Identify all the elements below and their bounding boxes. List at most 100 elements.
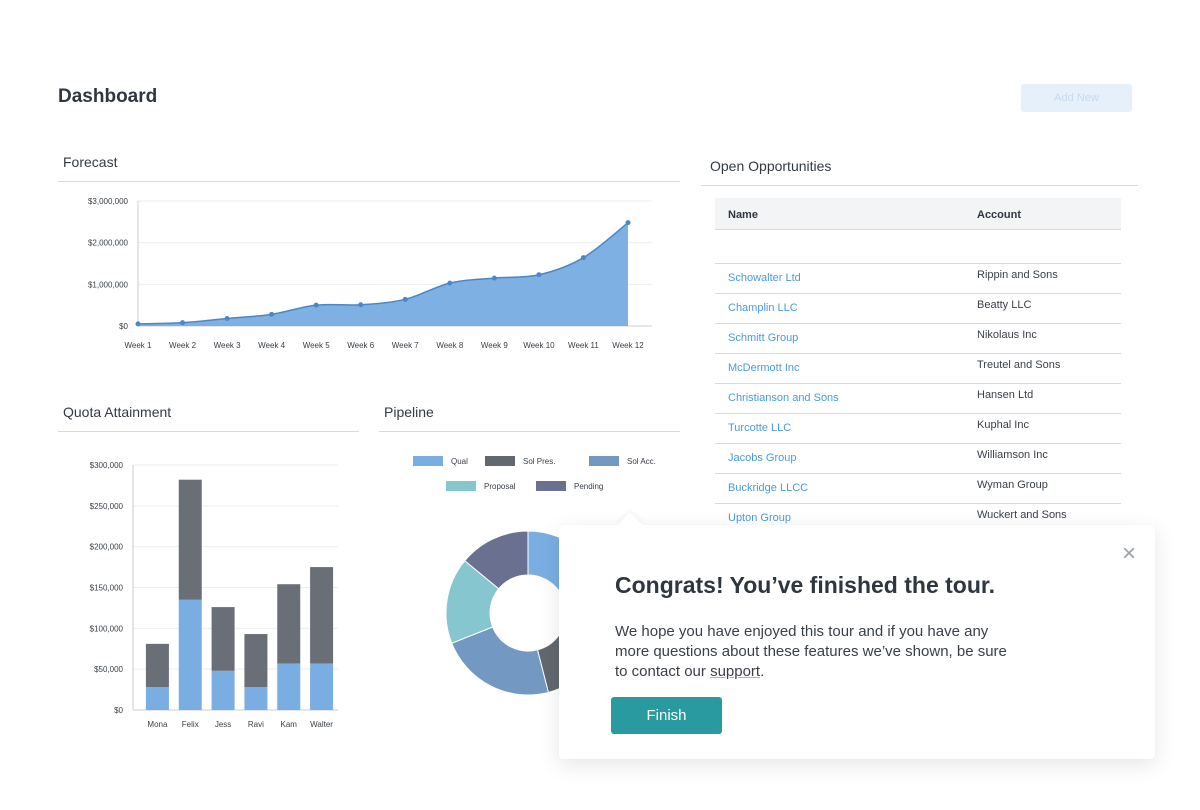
x-tick-label: Felix — [182, 720, 199, 729]
y-tick-label: $300,000 — [90, 461, 124, 470]
data-point — [180, 320, 186, 326]
forecast-title: Forecast — [63, 154, 118, 170]
opportunities-title: Open Opportunities — [710, 158, 832, 174]
forecast-area — [138, 222, 628, 326]
tour-body: We hope you have enjoyed this tour and i… — [615, 622, 1085, 682]
y-tick-label: $1,000,000 — [88, 280, 129, 289]
data-point — [269, 311, 275, 317]
data-point — [491, 275, 497, 281]
bar-segment — [310, 663, 334, 710]
finish-button[interactable]: Finish — [611, 697, 722, 734]
bar-segment — [244, 634, 268, 688]
data-point — [447, 280, 453, 286]
legend-label: Qual — [451, 457, 468, 466]
legend-label: Pending — [574, 482, 603, 491]
page-title: Dashboard — [58, 86, 158, 107]
bar-segment — [178, 599, 202, 710]
y-tick-label: $50,000 — [94, 665, 123, 674]
opportunity-account: Hansen Ltd — [977, 389, 1034, 401]
quota-title: Quota Attainment — [63, 404, 172, 420]
opportunity-account: Wuckert and Sons — [977, 509, 1067, 521]
legend-swatch — [446, 481, 476, 491]
x-tick-label: Week 3 — [214, 341, 242, 350]
opportunity-name-link[interactable]: Upton Group — [728, 512, 791, 524]
y-tick-label: $250,000 — [90, 502, 124, 511]
x-tick-label: Week 11 — [568, 341, 599, 350]
opportunity-account: Williamson Inc — [977, 449, 1048, 461]
bar-segment — [310, 567, 334, 664]
support-link[interactable]: support — [710, 663, 761, 680]
opportunity-name-link[interactable]: McDermott Inc — [728, 362, 800, 374]
tour-body-line-3-text: to contact our — [615, 663, 711, 680]
forecast-line — [137, 222, 629, 325]
tour-body-line-3: to contact our support. — [615, 662, 1085, 682]
forecast-divider — [58, 181, 680, 182]
data-point — [580, 255, 586, 261]
column-header-name: Name — [728, 209, 758, 221]
y-tick-label: $100,000 — [90, 624, 124, 633]
y-tick-label: $2,000,000 — [88, 239, 129, 248]
bar-segment — [211, 607, 235, 671]
tour-title: Congrats! You’ve finished the tour. — [615, 572, 995, 598]
opportunity-name-link[interactable]: Champlin LLC — [728, 302, 798, 314]
x-tick-label: Week 10 — [523, 341, 555, 350]
table-row: Christianson and Sons Hansen Ltd — [715, 383, 1121, 413]
x-tick-label: Week 7 — [392, 341, 420, 350]
tour-body-period: . — [760, 663, 765, 680]
x-tick-label: Week 6 — [347, 341, 375, 350]
y-tick-label: $3,000,000 — [88, 197, 129, 206]
x-tick-label: Jess — [215, 720, 231, 729]
y-tick-label: $150,000 — [90, 584, 124, 593]
y-tick-label: $0 — [119, 322, 128, 331]
pipeline-divider — [379, 431, 680, 432]
data-point — [358, 302, 364, 308]
table-row: Schmitt Group Nikolaus Inc — [715, 323, 1121, 353]
donut-slice — [451, 626, 550, 696]
close-icon[interactable]: × — [1121, 540, 1136, 567]
x-tick-label: Ravi — [248, 720, 264, 729]
table-row: Jacobs Group Williamson Inc — [715, 443, 1121, 473]
bar-segment — [211, 670, 235, 710]
bar-segment — [277, 663, 301, 710]
opportunity-account: Treutel and Sons — [977, 359, 1061, 371]
x-tick-label: Week 5 — [303, 341, 331, 350]
opportunity-account: Beatty LLC — [977, 299, 1032, 311]
opportunity-name-link[interactable]: Christianson and Sons — [728, 392, 839, 404]
opportunity-name-link[interactable]: Turcotte LLC — [728, 422, 792, 434]
x-tick-label: Kam — [281, 720, 298, 729]
add-new-button[interactable]: Add New — [1021, 84, 1132, 112]
table-row: Upton Group Wuckert and Sons — [715, 503, 1121, 533]
x-tick-label: Week 9 — [481, 341, 509, 350]
opportunity-name-link[interactable]: Schmitt Group — [728, 332, 799, 344]
column-header-account: Account — [977, 209, 1021, 221]
quota-divider — [58, 431, 359, 432]
data-point — [536, 272, 542, 278]
forecast-chart: $0 $1,000,000 $2,000,000 $3,000,000 Week 1 We… — [88, 197, 652, 350]
opportunity-name-link[interactable]: Schowalter Ltd — [728, 272, 801, 284]
data-point — [135, 321, 141, 327]
legend-swatch — [413, 456, 443, 466]
x-tick-label: Week 2 — [169, 341, 197, 350]
legend-swatch — [589, 456, 619, 466]
x-tick-label: Mona — [147, 720, 168, 729]
y-tick-label: $0 — [114, 706, 123, 715]
x-tick-label: Walter — [310, 720, 333, 729]
tour-body-line-2: more questions about these features we’v… — [615, 643, 1007, 660]
bar-segment — [145, 643, 169, 688]
bar-segment — [145, 687, 169, 710]
x-tick-label: Week 4 — [258, 341, 286, 350]
x-tick-label: Week 12 — [612, 341, 644, 350]
legend-label: Proposal — [484, 482, 516, 491]
table-row: Schowalter Ltd Rippin and Sons — [715, 263, 1121, 293]
opportunity-name-link[interactable]: Buckridge LLCC — [728, 482, 809, 494]
table-row: Turcotte LLC Kuphal Inc — [715, 413, 1121, 443]
x-tick-label: Week 1 — [125, 341, 153, 350]
table-header: Name Account — [715, 198, 1121, 230]
opportunity-account: Wyman Group — [977, 479, 1048, 491]
bar-segment — [178, 479, 202, 600]
opportunity-name-link[interactable]: Jacobs Group — [728, 452, 797, 464]
data-point — [224, 316, 230, 321]
legend-swatch — [485, 456, 515, 466]
data-point — [625, 220, 631, 226]
quota-chart: $0 $50,000 $100,000 $150,000 $200,000 $250,00… — [90, 461, 338, 729]
